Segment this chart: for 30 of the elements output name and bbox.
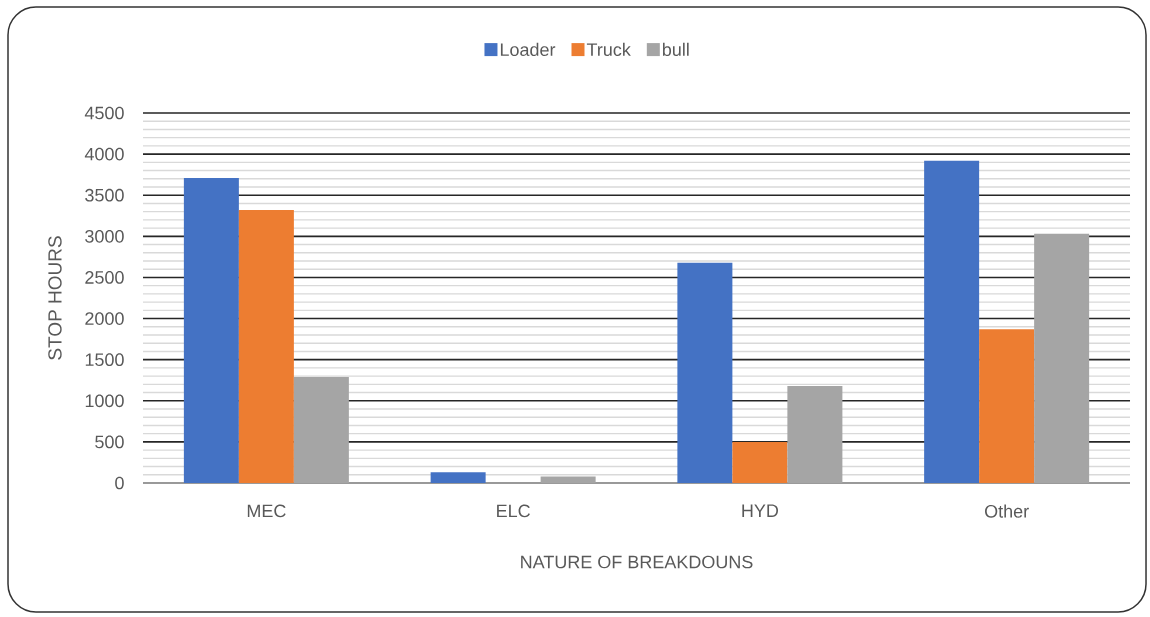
legend-label: bull (662, 42, 689, 57)
legend-label: Loader (500, 42, 556, 57)
y-tick-label: 1000 (85, 394, 124, 408)
y-tick-label: 1500 (85, 353, 124, 367)
y-tick-label: 4000 (84, 147, 124, 161)
bar (238, 210, 294, 483)
y-tick-label: 0 (115, 476, 124, 490)
bar (677, 262, 733, 483)
bar (293, 376, 349, 483)
y-tick-label: 4500 (84, 106, 124, 120)
bar (924, 160, 980, 483)
y-tick-label: 2000 (85, 312, 124, 325)
y-tick-label: 3000 (85, 229, 124, 243)
bar (183, 177, 239, 483)
bar (1034, 233, 1090, 483)
y-tick-label: 3500 (85, 188, 124, 202)
y-axis-title: STOP HOURS (48, 236, 62, 360)
bar (540, 476, 596, 483)
x-tick-label: Other (984, 504, 1029, 518)
y-tick-label: 500 (95, 435, 124, 449)
x-tick-label: ELC (497, 504, 530, 518)
y-tick-label: 2500 (85, 271, 124, 284)
legend-label: Truck (586, 42, 631, 57)
x-tick-label: MEC (247, 504, 286, 518)
x-axis-title: NATURE OF BREAKDOUNS (521, 555, 753, 569)
bar (430, 472, 486, 483)
bar (979, 329, 1035, 483)
bar (787, 385, 843, 483)
x-tick-label: HYD (742, 504, 779, 517)
bar (732, 441, 788, 483)
